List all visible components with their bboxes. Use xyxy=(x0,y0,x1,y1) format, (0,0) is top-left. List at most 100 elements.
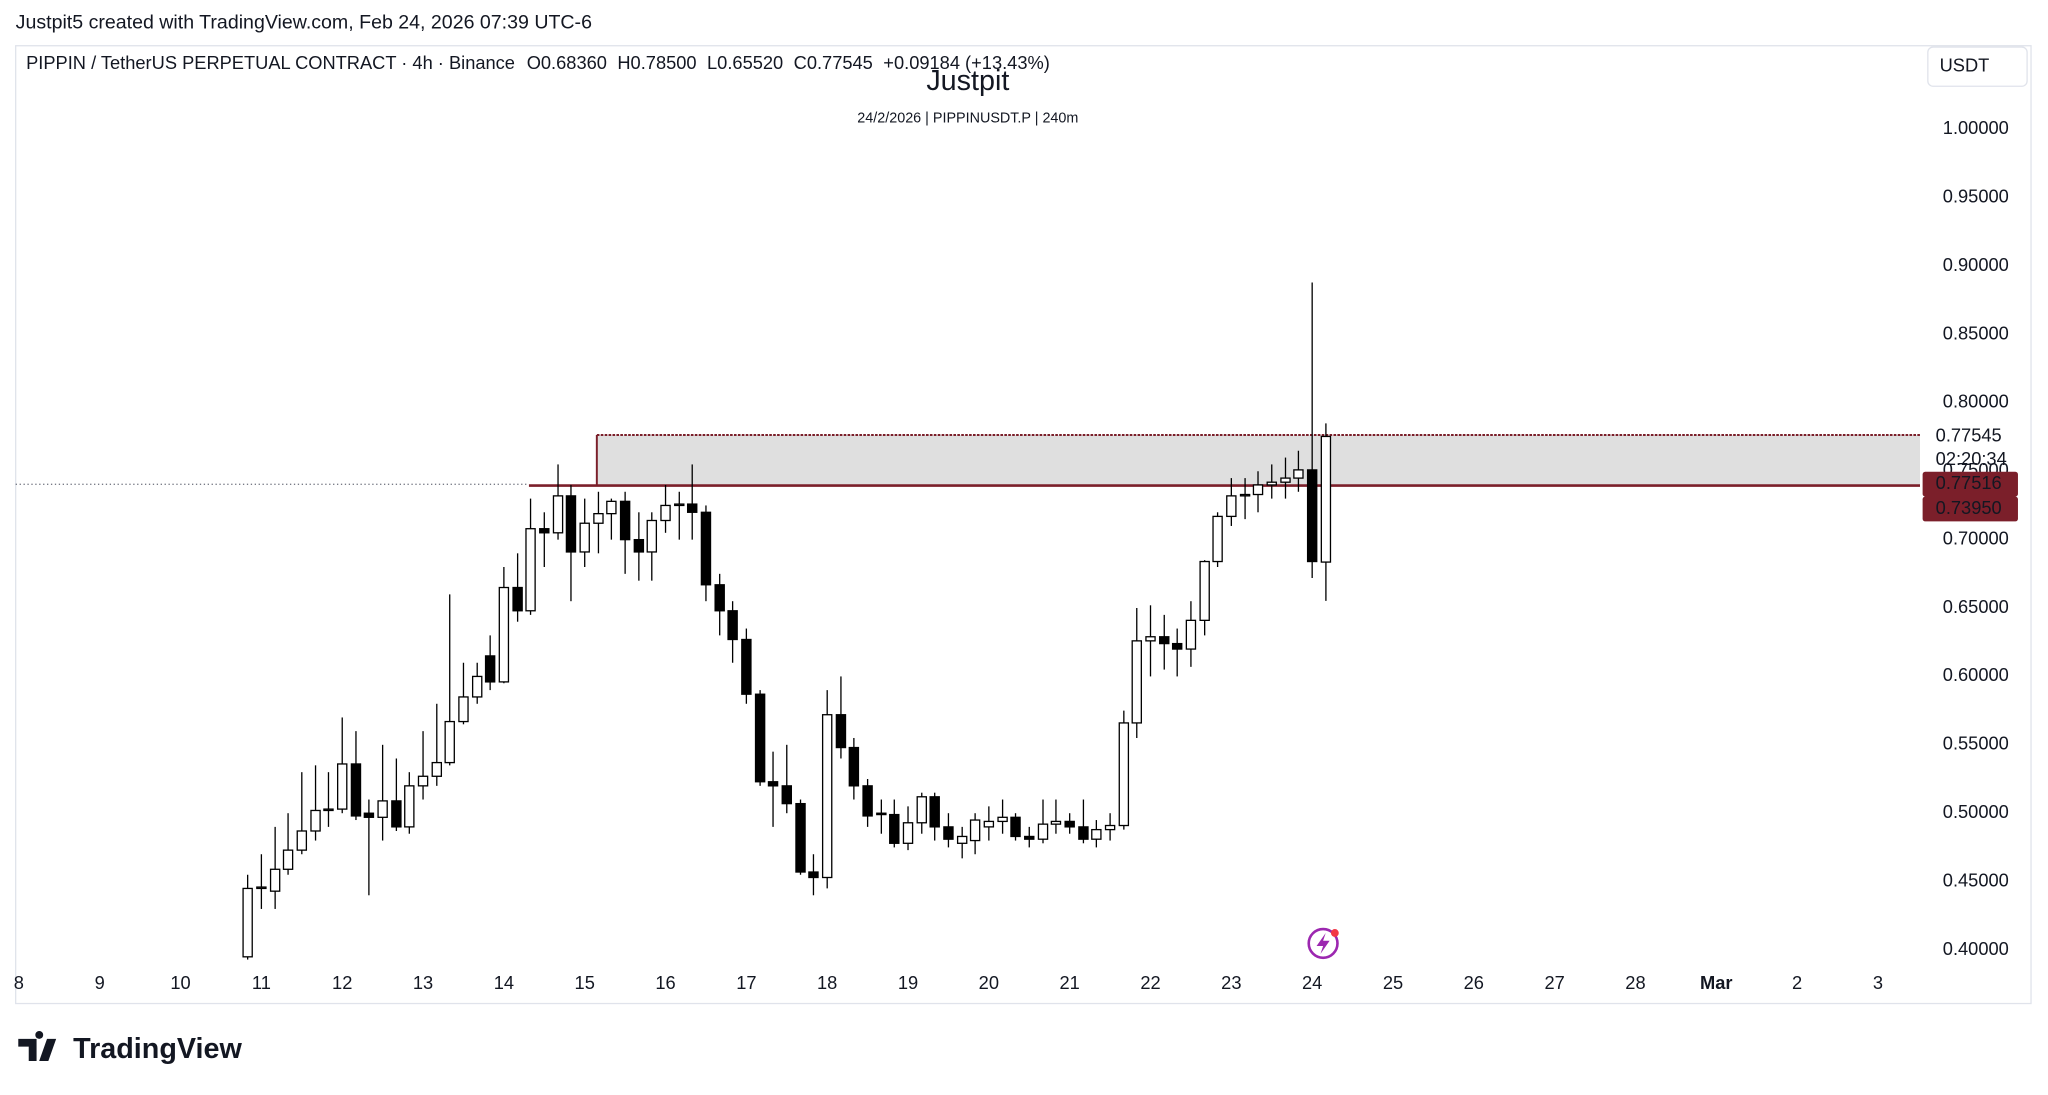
y-tick-label: 0.60000 xyxy=(1943,664,2009,685)
x-tick-label: 12 xyxy=(332,972,352,993)
legend-value: C0.77545 xyxy=(794,52,873,73)
currency-box[interactable] xyxy=(1927,46,2028,87)
chart-subtitle: 24/2/2026 | PIPPINUSDT.P | 240m xyxy=(857,111,1078,127)
candle-body xyxy=(983,820,995,828)
candle-body xyxy=(1159,636,1170,645)
y-tick-label: 1.00000 xyxy=(1943,117,2009,138)
candle-body xyxy=(1239,493,1251,497)
x-tick-label: 27 xyxy=(1544,972,1564,993)
y-tick-label: 0.70000 xyxy=(1943,527,2009,548)
x-tick-label: 25 xyxy=(1383,972,1403,993)
candle-body xyxy=(848,746,860,787)
candle-body xyxy=(714,584,725,612)
candle-body xyxy=(1050,820,1062,825)
x-tick-label: Mar xyxy=(1700,972,1732,993)
legend-value: O0.68360 xyxy=(527,52,607,73)
candle-body xyxy=(593,513,604,524)
candle-body xyxy=(889,813,900,844)
candle-body xyxy=(404,785,415,828)
candle-body xyxy=(391,800,402,828)
candle-body xyxy=(336,763,348,810)
candle-body xyxy=(943,826,954,840)
y-tick-label: 0.45000 xyxy=(1943,869,2009,890)
x-tick-label: 28 xyxy=(1625,972,1645,993)
candle-body xyxy=(1131,640,1142,724)
candle-body xyxy=(256,886,267,890)
candle-body xyxy=(1266,481,1277,486)
x-tick-label: 17 xyxy=(736,972,756,993)
candle-body xyxy=(431,761,443,777)
candle-body xyxy=(363,812,375,818)
candle-body xyxy=(902,822,914,844)
x-tick-label: 14 xyxy=(494,972,514,993)
candle-body xyxy=(876,812,887,816)
x-tick-label: 24 xyxy=(1302,972,1322,993)
countdown: 02:20:34 xyxy=(1936,448,2007,469)
y-tick-label: 0.85000 xyxy=(1943,322,2009,343)
candle-body xyxy=(754,693,766,783)
candle-body xyxy=(350,763,362,817)
x-tick-label: 22 xyxy=(1140,972,1160,993)
x-tick-label: 2 xyxy=(1792,972,1802,993)
x-tick-label: 11 xyxy=(252,972,271,993)
candle-body xyxy=(498,586,510,683)
candle-body xyxy=(458,696,469,723)
legend-value: +0.09184 (+13.43%) xyxy=(883,52,1050,73)
candle-body xyxy=(956,835,968,844)
candle-body xyxy=(1024,835,1035,840)
candle-body xyxy=(633,538,645,553)
legend-symbol: PIPPIN / TetherUS PERPETUAL CONTRACT · 4… xyxy=(26,52,515,73)
candle-body xyxy=(1104,824,1116,831)
candle-body xyxy=(323,808,334,812)
candle-body xyxy=(484,655,496,683)
candle-body xyxy=(1171,642,1183,650)
candle-body xyxy=(242,887,253,958)
candle-body xyxy=(417,775,429,787)
x-tick-label: 26 xyxy=(1464,972,1484,993)
candle-body xyxy=(310,809,321,832)
x-tick-label: 16 xyxy=(655,972,675,993)
brand-logo xyxy=(18,1030,57,1062)
candle-body xyxy=(1280,477,1291,483)
candle-body xyxy=(619,500,631,541)
watermark: Justpit5 created with TradingView.com, F… xyxy=(16,12,592,34)
lightning-icon[interactable] xyxy=(1307,927,1339,960)
candle-body xyxy=(700,511,712,586)
candle-body xyxy=(1064,820,1075,828)
chart-frame xyxy=(15,45,2032,1005)
candle-body xyxy=(606,500,617,515)
candle-body xyxy=(1212,515,1223,563)
chart-title: Justpit xyxy=(926,65,1009,97)
candle-body xyxy=(1010,816,1021,838)
x-tick-label: 10 xyxy=(170,972,190,993)
candle-body xyxy=(835,714,847,749)
candle-body xyxy=(767,781,779,787)
brand: TradingView xyxy=(73,1033,242,1065)
candle-body xyxy=(579,522,590,553)
candle-body xyxy=(1118,722,1130,827)
currency[interactable]: USDT xyxy=(1940,54,1990,75)
price-badge xyxy=(1922,471,2018,497)
candle-body xyxy=(727,610,738,641)
candle-body xyxy=(795,802,806,873)
x-tick-label: 3 xyxy=(1873,972,1883,993)
x-tick-label: 9 xyxy=(95,972,105,993)
candle-body xyxy=(552,495,564,534)
x-tick-label: 13 xyxy=(413,972,433,993)
candle-body xyxy=(969,819,981,842)
candle-body xyxy=(808,871,819,879)
candle-body xyxy=(1091,828,1102,840)
x-tick-label: 21 xyxy=(1060,972,1080,993)
candle-body xyxy=(1293,469,1304,479)
candle-body xyxy=(1226,495,1237,518)
candle-body xyxy=(539,528,550,534)
candle-body xyxy=(646,519,658,553)
candle-body xyxy=(1037,823,1049,840)
y-tick-label: 0.50000 xyxy=(1943,801,2009,822)
candle-body xyxy=(1306,469,1318,563)
candle-body xyxy=(916,796,927,824)
y-tick-label: 0.90000 xyxy=(1943,254,2009,275)
candle-body xyxy=(282,849,294,870)
